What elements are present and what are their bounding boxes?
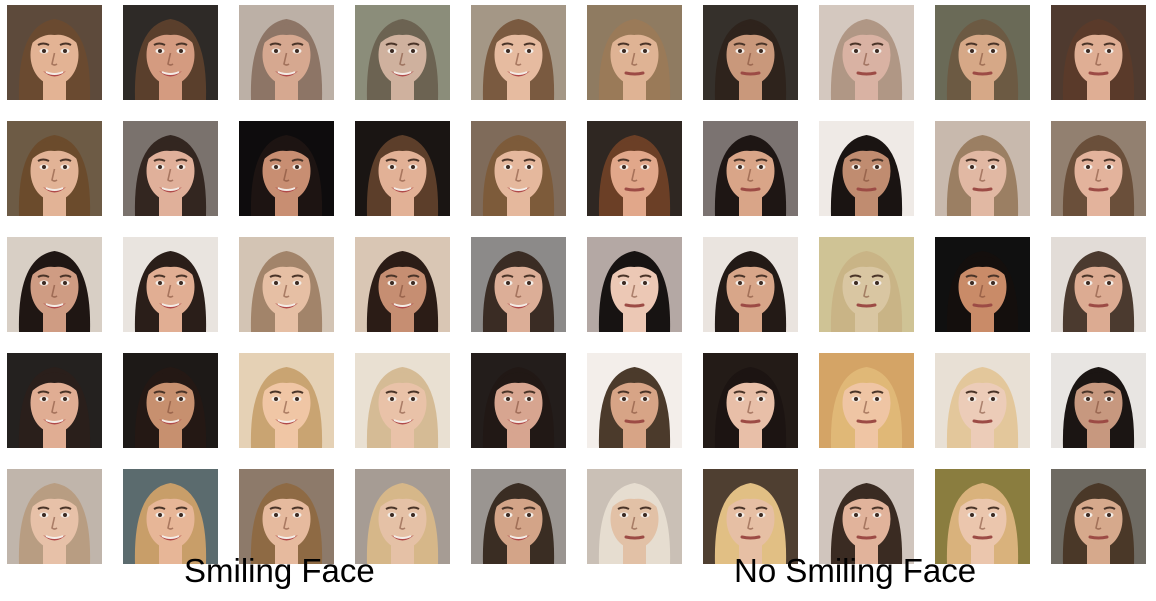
no-smiling-face-caption: No Smiling Face (734, 552, 977, 589)
smiling-face-thumbnail (239, 5, 334, 100)
smiling-face-thumbnail (355, 237, 450, 332)
smiling-face-thumbnail (7, 121, 102, 216)
smiling-face-thumbnail (7, 469, 102, 564)
not-smiling-face-thumbnail (587, 237, 682, 332)
not-smiling-face-thumbnail (935, 237, 1030, 332)
smiling-face-thumbnail (239, 237, 334, 332)
smiling-face-thumbnail (7, 353, 102, 448)
smiling-face-caption: Smiling Face (184, 552, 375, 589)
smiling-face-grid (7, 5, 566, 564)
not-smiling-face-thumbnail (819, 237, 914, 332)
smiling-face-thumbnail (239, 353, 334, 448)
smiling-face-thumbnail (355, 469, 450, 564)
smiling-face-thumbnail (239, 121, 334, 216)
not-smiling-face-thumbnail (1051, 121, 1146, 216)
not-smiling-face-thumbnail (1051, 469, 1146, 564)
not-smiling-face-thumbnail (703, 469, 798, 564)
not-smiling-face-thumbnail (587, 121, 682, 216)
not-smiling-face-thumbnail (703, 353, 798, 448)
not-smiling-face-thumbnail (703, 121, 798, 216)
not-smiling-face-thumbnail (935, 353, 1030, 448)
smiling-face-thumbnail (471, 469, 566, 564)
not-smiling-face-thumbnail (1051, 353, 1146, 448)
not-smiling-face-thumbnail (587, 353, 682, 448)
no-smiling-face-grid (587, 5, 1146, 564)
not-smiling-face-thumbnail (1051, 5, 1146, 100)
smiling-face-thumbnail (471, 353, 566, 448)
smiling-face-thumbnail (123, 121, 218, 216)
smiling-face-thumbnail (7, 5, 102, 100)
not-smiling-face-thumbnail (935, 469, 1030, 564)
smiling-face-thumbnail (123, 5, 218, 100)
smiling-face-thumbnail (123, 469, 218, 564)
smiling-face-thumbnail (355, 121, 450, 216)
not-smiling-face-thumbnail (587, 469, 682, 564)
not-smiling-face-thumbnail (703, 237, 798, 332)
smiling-face-thumbnail (239, 469, 334, 564)
smiling-face-thumbnail (471, 121, 566, 216)
not-smiling-face-thumbnail (819, 469, 914, 564)
not-smiling-face-thumbnail (819, 5, 914, 100)
not-smiling-face-thumbnail (819, 121, 914, 216)
smiling-face-thumbnail (7, 237, 102, 332)
not-smiling-face-thumbnail (587, 5, 682, 100)
smiling-face-thumbnail (471, 5, 566, 100)
smiling-face-thumbnail (355, 5, 450, 100)
smiling-face-thumbnail (123, 353, 218, 448)
not-smiling-face-thumbnail (935, 5, 1030, 100)
smiling-face-thumbnail (471, 237, 566, 332)
smiling-face-thumbnail (355, 353, 450, 448)
not-smiling-face-thumbnail (1051, 237, 1146, 332)
not-smiling-face-thumbnail (819, 353, 914, 448)
not-smiling-face-thumbnail (703, 5, 798, 100)
not-smiling-face-thumbnail (935, 121, 1030, 216)
smiling-face-thumbnail (123, 237, 218, 332)
